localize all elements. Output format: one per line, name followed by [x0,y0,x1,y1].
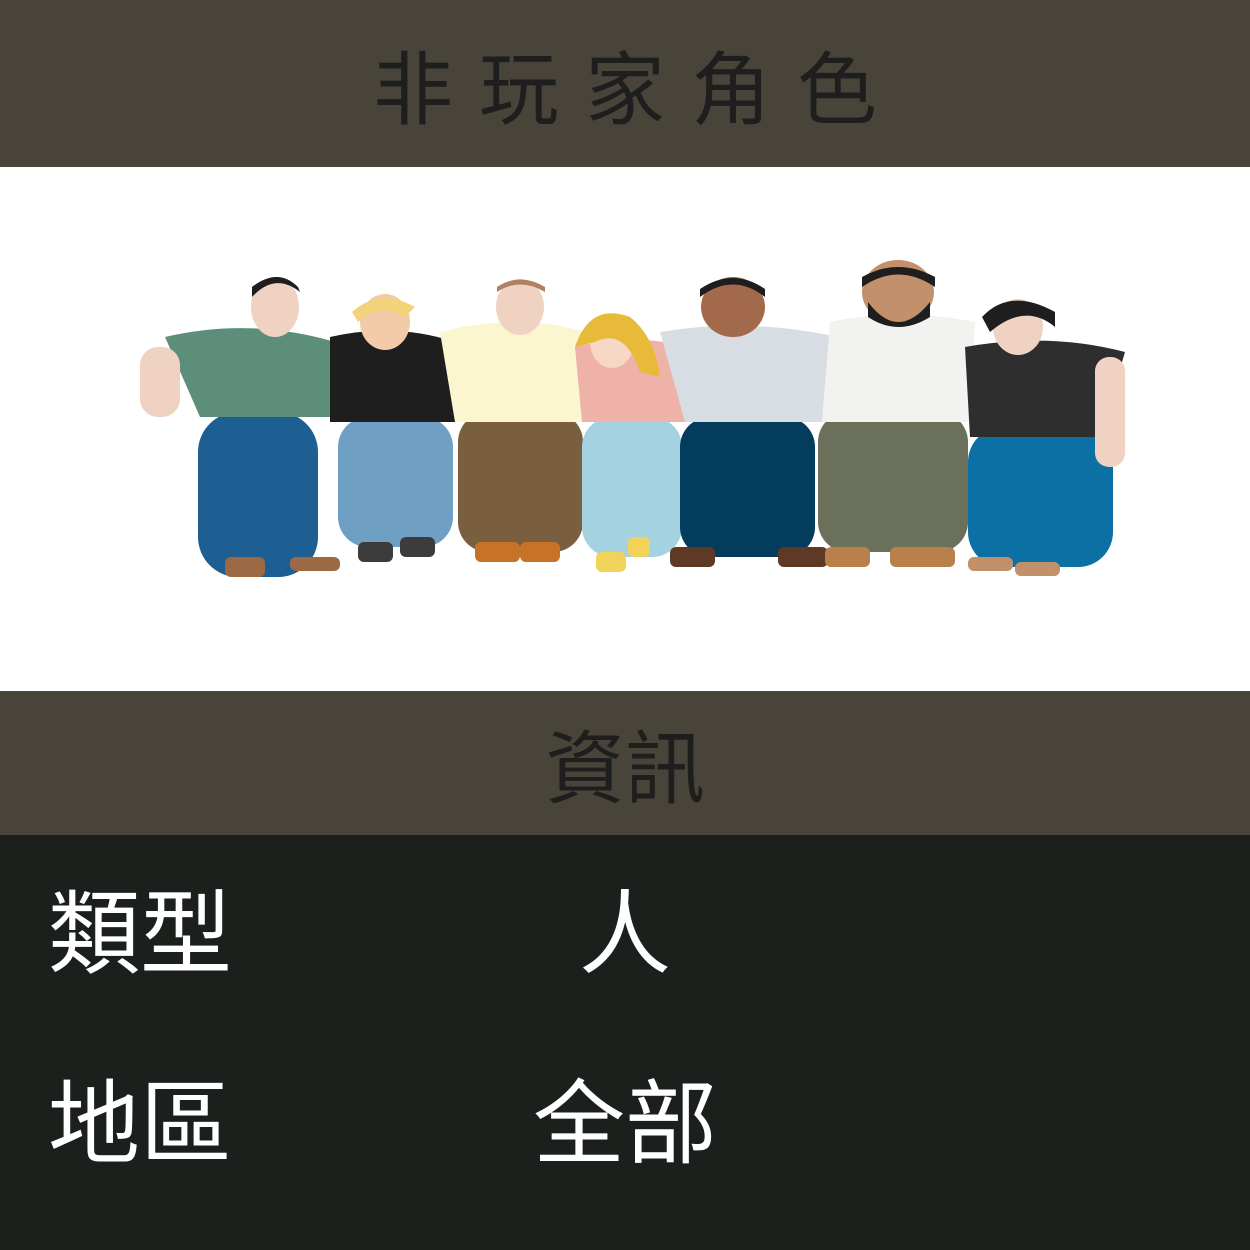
person-3 [440,279,585,562]
info-row-region: 地區 全部 [0,1055,1250,1195]
page-header: 非玩家角色 [0,0,1250,167]
person-6 [818,260,975,567]
group-of-people-illustration-icon [140,260,1125,577]
section-title: 資訊 [545,723,705,816]
info-panel: 類型 人 地區 全部 [0,835,1250,1250]
person-2 [330,294,455,562]
person-4 [575,313,688,572]
info-value-type: 人 [578,881,671,988]
person-7 [965,299,1125,576]
person-5 [660,277,838,567]
info-row-type: 類型 人 [0,865,1250,1005]
info-label-type: 類型 [48,881,233,988]
info-value-region: 全部 [532,1071,717,1178]
section-header: 資訊 [0,691,1250,835]
person-1 [140,277,340,577]
hero-image [0,167,1250,691]
page-title: 非玩家角色 [373,43,903,137]
info-label-region: 地區 [48,1071,233,1178]
